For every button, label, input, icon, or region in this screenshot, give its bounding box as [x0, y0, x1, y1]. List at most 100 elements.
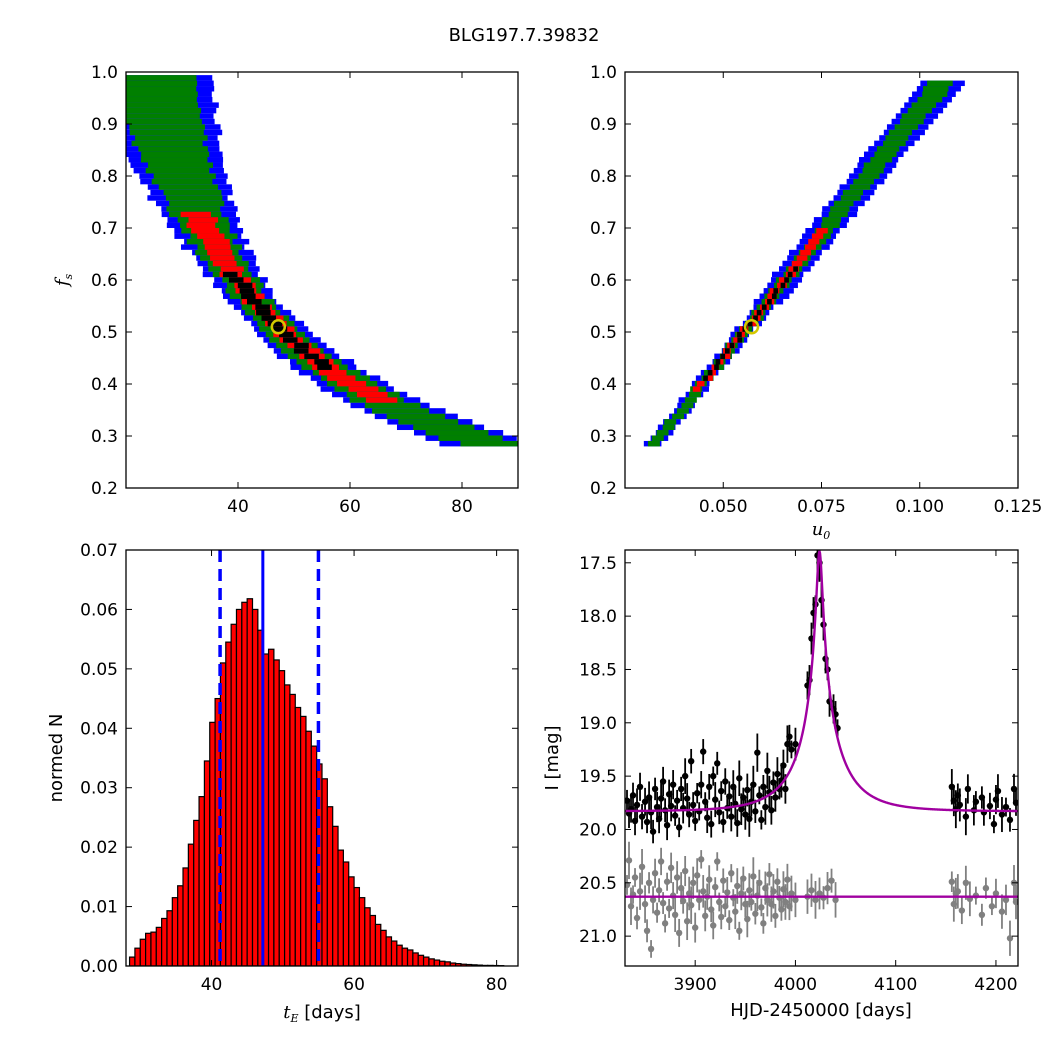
histogram-bar — [161, 917, 168, 966]
histogram-bar — [251, 608, 259, 966]
black-cell — [724, 348, 730, 354]
red-cell — [722, 353, 731, 360]
histogram-bar — [203, 760, 211, 966]
green-cell — [911, 102, 937, 108]
green-cell — [883, 140, 906, 147]
data-point — [651, 785, 659, 793]
y-tick-label: 0.7 — [91, 219, 118, 239]
green-cell — [425, 430, 489, 436]
histogram-bar — [433, 959, 441, 966]
axes-frame — [125, 549, 519, 967]
data-point — [774, 878, 781, 885]
red-cell — [356, 391, 388, 398]
data-point — [638, 813, 646, 820]
histogram-bar — [150, 931, 157, 966]
black-cell — [314, 359, 329, 365]
black-series — [625, 550, 1018, 844]
y-tick-label: 0.02 — [80, 838, 118, 858]
green-cell — [126, 75, 197, 81]
red-cell — [692, 386, 701, 392]
black-cell — [720, 353, 726, 360]
green-cell — [158, 184, 219, 190]
data-point — [685, 811, 693, 818]
y-tick-label: 0.8 — [590, 167, 617, 187]
histogram-bar — [182, 867, 189, 966]
data-point — [956, 801, 964, 809]
data-point — [734, 882, 741, 890]
data-point — [643, 927, 651, 934]
data-point — [982, 884, 990, 892]
y-tick-label: 0.4 — [590, 375, 617, 395]
data-point — [948, 878, 956, 885]
data-point — [697, 856, 705, 863]
panel-tE-histogram: 40 60 80 0.00 0.01 0.02 0.03 0.04 0.05 0.06 0.07 tE… — [46, 541, 519, 1025]
data-point — [986, 802, 994, 810]
green-cell — [140, 157, 208, 163]
panel-fs-vs-u0: 0.050 0.075 0.100 0.125 0.2 0.3 0.4 0.5 0.6 0.7 0.… — [590, 63, 1042, 542]
data-point — [720, 818, 727, 826]
histogram-bar — [246, 598, 254, 966]
data-point — [683, 795, 691, 802]
black-cell — [272, 326, 288, 332]
y-tick-label: 18.0 — [579, 607, 617, 627]
data-point — [687, 902, 695, 909]
data-point — [792, 740, 799, 748]
y-tick-label: 18.5 — [579, 660, 617, 680]
green-cell — [126, 118, 202, 125]
black-cell — [293, 348, 309, 354]
black-cell — [228, 277, 244, 283]
data-point — [671, 911, 679, 918]
data-point — [728, 813, 735, 820]
y-tick-label: 1.0 — [590, 63, 617, 83]
data-point — [681, 867, 689, 875]
data-point — [710, 922, 717, 929]
data-point — [716, 898, 723, 906]
data-point — [756, 879, 763, 886]
y-tick-label: 0.7 — [590, 219, 617, 239]
data-point — [786, 733, 793, 740]
histogram-bar — [428, 958, 435, 966]
data-point — [704, 814, 711, 821]
green-cell — [863, 162, 886, 168]
red-cell — [800, 249, 812, 256]
data-point — [752, 910, 759, 917]
y-tick-label: 19.0 — [579, 714, 617, 734]
x-tick-label: 3900 — [674, 975, 717, 995]
data-point — [1006, 935, 1014, 942]
histogram-bar — [241, 601, 248, 966]
histogram-bar — [235, 608, 243, 966]
y-tick-label: 0.5 — [590, 323, 617, 343]
data-point — [649, 896, 657, 904]
green-cell — [900, 118, 924, 125]
data-point — [998, 811, 1006, 818]
y-tick-label: 0.9 — [91, 115, 118, 135]
data-point — [746, 887, 753, 894]
green-cell — [676, 408, 689, 414]
data-point — [992, 890, 1000, 897]
green-cell — [126, 91, 198, 97]
black-cell — [714, 364, 719, 370]
data-point — [691, 817, 699, 825]
data-point — [697, 781, 705, 788]
histogram-bar — [267, 648, 275, 966]
data-point — [663, 878, 671, 885]
red-cell — [705, 375, 713, 381]
y-tick-label: 0.6 — [590, 271, 617, 291]
green-cell — [166, 206, 221, 212]
data-point — [792, 896, 799, 904]
histogram-bar — [401, 947, 409, 966]
green-cell — [885, 135, 909, 141]
red-cell — [197, 233, 225, 239]
black-cell — [237, 282, 253, 289]
green-cell — [129, 129, 204, 136]
data-point — [699, 748, 707, 755]
green-cell — [689, 391, 701, 398]
panel-lightcurve: 3900 4000 4100 4200 17.5 18.0 18.5 19.0 19.5 20.0… — [542, 549, 1019, 1021]
data-point — [689, 879, 697, 886]
x-tick-label: 60 — [339, 497, 361, 517]
data-point — [636, 783, 644, 790]
data-point — [669, 781, 677, 788]
black-cell — [753, 315, 758, 321]
histogram-bar — [198, 796, 206, 966]
data-point — [702, 912, 709, 920]
